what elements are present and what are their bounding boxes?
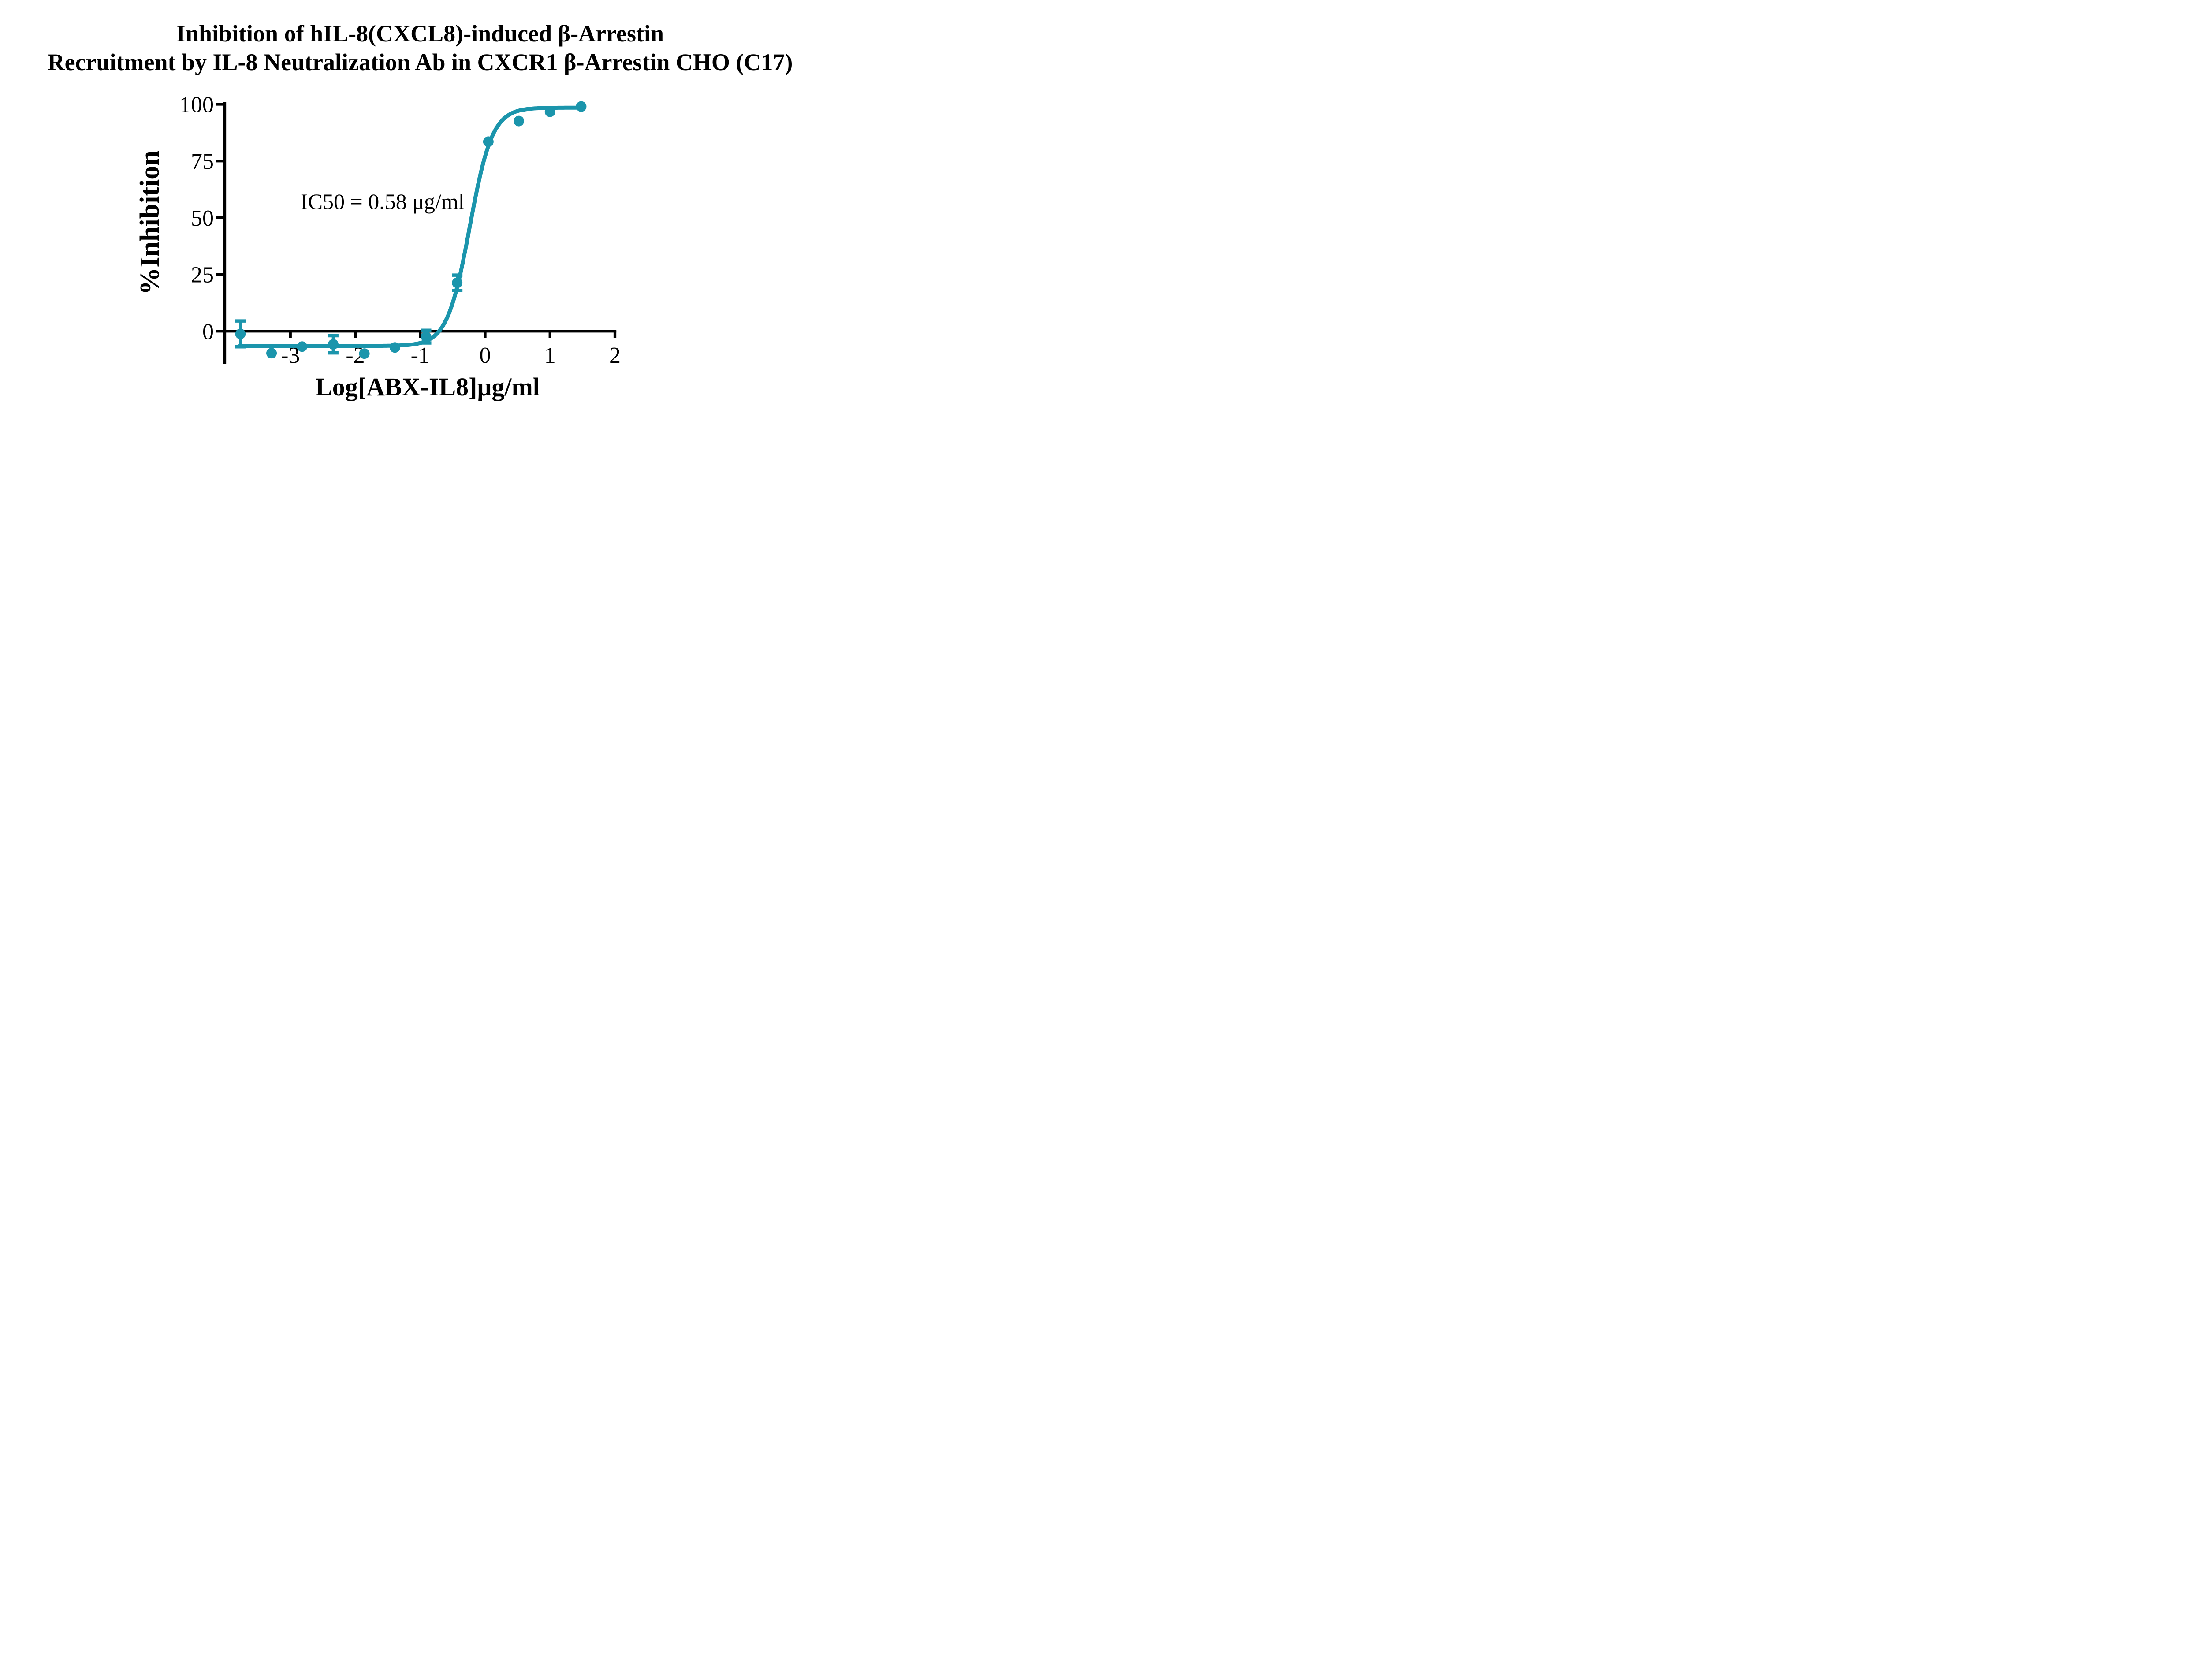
x-axis-label: Log[ABX-IL8]μg/ml [315, 373, 540, 401]
data-point [359, 348, 370, 359]
x-tick-label: 0 [480, 343, 491, 368]
data-point [544, 106, 555, 117]
y-tick-label: 100 [179, 93, 214, 118]
y-tick-label: 75 [191, 149, 214, 174]
chart-title-line2: Recruitment by IL-8 Neutralization Ab in… [47, 49, 793, 75]
chart-title: Inhibition of hIL-8(CXCL8)-induced β-Arr… [0, 19, 840, 77]
y-tick-label: 25 [191, 263, 214, 288]
y-axis-label: %Inhibition [135, 150, 165, 294]
data-point [514, 115, 525, 127]
figure-container: Inhibition of hIL-8(CXCL8)-induced β-Arr… [0, 0, 840, 420]
fit-curve [238, 105, 583, 348]
ic50-annotation: IC50 = 0.58 μg/ml [301, 189, 465, 214]
y-tick-label: 50 [191, 206, 214, 231]
data-point [266, 348, 277, 359]
data-point [328, 339, 339, 350]
chart-title-line1: Inhibition of hIL-8(CXCL8)-induced β-Arr… [176, 20, 664, 47]
data-point [576, 101, 587, 112]
x-tick-label: -1 [411, 343, 430, 368]
data-point [452, 277, 463, 288]
y-tick-label: 0 [202, 319, 214, 344]
data-point [421, 331, 432, 342]
data-point [297, 341, 308, 352]
data-point [235, 328, 246, 339]
data-point [389, 342, 400, 353]
x-tick-label: 1 [544, 343, 556, 368]
data-point [483, 136, 494, 147]
x-tick-label: 2 [609, 343, 621, 368]
